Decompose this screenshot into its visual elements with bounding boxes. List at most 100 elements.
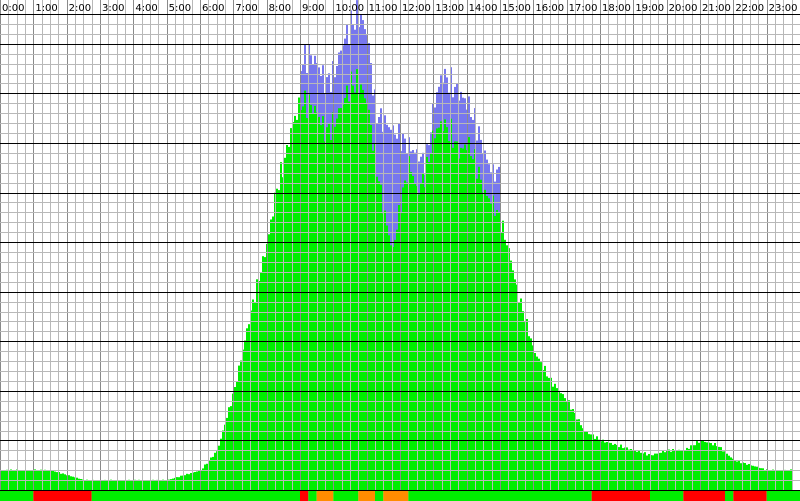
series-0-bar bbox=[394, 239, 396, 490]
series-0-bar bbox=[220, 438, 222, 490]
series-0-bar bbox=[254, 302, 256, 490]
series-0-bar bbox=[160, 480, 162, 490]
series-0-bar bbox=[730, 457, 732, 490]
series-0-bar bbox=[502, 220, 504, 490]
series-0-bar bbox=[448, 140, 450, 490]
series-0-bar bbox=[214, 452, 216, 490]
series-0-bar bbox=[702, 440, 704, 490]
series-0-bar bbox=[236, 381, 238, 490]
series-0-bar bbox=[148, 480, 150, 490]
series-0-bar bbox=[362, 89, 364, 491]
series-0-bar bbox=[694, 445, 696, 490]
series-0-bar bbox=[356, 69, 358, 490]
series-0-bar bbox=[688, 448, 690, 490]
series-0-bar bbox=[496, 210, 498, 490]
status-segment-ok bbox=[408, 490, 592, 501]
series-0-bar bbox=[728, 455, 730, 490]
series-0-bar bbox=[240, 360, 242, 490]
series-0-bar bbox=[144, 480, 146, 490]
series-0-bar bbox=[304, 90, 306, 490]
series-0-bar bbox=[560, 393, 562, 490]
series-0-bar bbox=[620, 444, 622, 490]
series-0-bar bbox=[752, 465, 754, 490]
series-0-bar bbox=[272, 216, 274, 490]
series-0-bar bbox=[648, 454, 650, 490]
series-0-bar bbox=[72, 476, 74, 490]
series-0-bar bbox=[330, 140, 332, 490]
series-0-bar bbox=[118, 480, 120, 490]
series-0-bar bbox=[102, 480, 104, 490]
x-tick-label: 8:00 bbox=[269, 3, 291, 14]
series-0-bar bbox=[438, 127, 440, 490]
x-tick-label: 14:00 bbox=[469, 3, 498, 14]
series-0-bar bbox=[310, 104, 312, 491]
x-tick-label: 11:00 bbox=[369, 3, 398, 14]
series-0-bar bbox=[718, 446, 720, 490]
series-0-bar bbox=[154, 480, 156, 490]
series-0-bar bbox=[486, 196, 488, 490]
series-0-bar bbox=[286, 145, 288, 490]
series-0-bar bbox=[204, 464, 206, 490]
x-axis-ticks: 0:00 1:00 2:00 3:00 4:00 5:00 6:00 7:00 8:00 9:00… bbox=[2, 3, 797, 14]
series-0-bar bbox=[218, 445, 220, 490]
series-0-bar bbox=[168, 479, 170, 490]
series-0-bar bbox=[622, 448, 624, 490]
series-0-bar bbox=[354, 92, 356, 490]
x-tick-label: 18:00 bbox=[602, 3, 631, 14]
series-0-bar bbox=[576, 419, 578, 490]
series-0-bar bbox=[602, 439, 604, 490]
x-tick-label: 1:00 bbox=[35, 3, 57, 14]
series-0-bar bbox=[78, 478, 80, 490]
series-0-bar bbox=[128, 479, 130, 490]
series-0-bar bbox=[112, 480, 114, 490]
series-0-bar bbox=[528, 336, 530, 490]
series-0-bar bbox=[234, 387, 236, 490]
series-0-bar bbox=[554, 383, 556, 490]
series-0-bar bbox=[170, 479, 172, 490]
series-0-bar bbox=[96, 480, 98, 490]
x-tick-label: 20:00 bbox=[669, 3, 698, 14]
series-0-bar bbox=[156, 479, 158, 490]
series-0-bar bbox=[268, 234, 270, 490]
series-0-bar bbox=[206, 463, 208, 490]
series-0-bar bbox=[120, 480, 122, 490]
series-0-bar bbox=[296, 119, 298, 491]
series-0-bar bbox=[734, 460, 736, 490]
series-0-bar bbox=[490, 203, 492, 490]
series-0-bar bbox=[736, 461, 738, 490]
series-0-bar bbox=[418, 194, 420, 490]
series-0-bar bbox=[540, 362, 542, 490]
status-segment-error bbox=[300, 490, 309, 501]
series-0-bar bbox=[336, 118, 338, 490]
series-0-bar bbox=[130, 480, 132, 490]
series-0-bar bbox=[334, 126, 336, 491]
series-0-bar bbox=[690, 445, 692, 490]
x-tick-label: 21:00 bbox=[702, 3, 731, 14]
series-0-bar bbox=[564, 398, 566, 490]
series-0-bar bbox=[44, 469, 46, 490]
series-0-bar bbox=[396, 229, 398, 490]
series-0-bar bbox=[504, 239, 506, 490]
series-0-bar bbox=[404, 180, 406, 490]
series-0-bar bbox=[740, 463, 742, 490]
series-0-bar bbox=[672, 449, 674, 490]
series-0-bar bbox=[138, 479, 140, 490]
series-0-bar bbox=[122, 480, 124, 490]
status-segment-error bbox=[733, 490, 767, 501]
series-0-bar bbox=[426, 156, 428, 490]
series-0-bar bbox=[290, 128, 292, 490]
series-0-bar bbox=[34, 469, 36, 490]
series-0-bar bbox=[626, 447, 628, 490]
series-0-bar bbox=[110, 479, 112, 490]
series-0-bar bbox=[238, 365, 240, 490]
series-0-bar bbox=[62, 473, 64, 490]
status-segment-warn bbox=[383, 490, 409, 501]
series-0-bar bbox=[512, 270, 514, 490]
status-segment-ok bbox=[725, 490, 734, 501]
series-0-bar bbox=[494, 215, 496, 490]
status-segment-ok bbox=[200, 490, 300, 501]
series-0-bar bbox=[484, 189, 486, 491]
series-0-bar bbox=[312, 113, 314, 490]
series-0-bar bbox=[318, 116, 320, 491]
